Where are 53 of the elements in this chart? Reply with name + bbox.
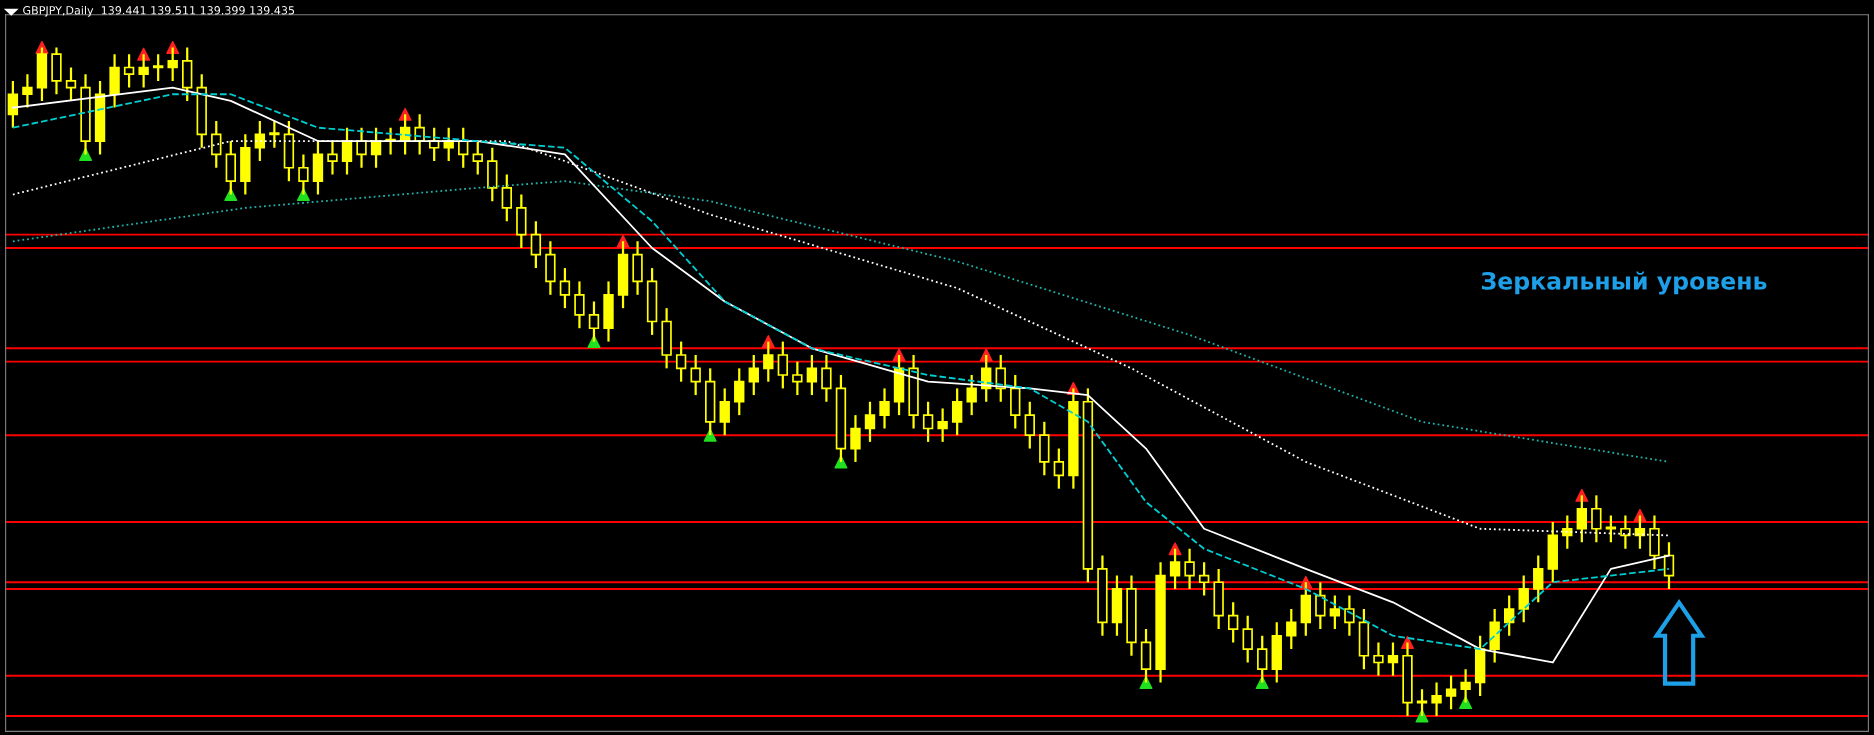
candlestick [966, 373, 977, 417]
candlestick [1024, 400, 1035, 450]
candlestick [1242, 614, 1253, 664]
candlestick [152, 53, 164, 82]
candlestick [1053, 447, 1065, 490]
candlestick [269, 119, 280, 149]
candlestick [211, 119, 222, 169]
candlestick [1198, 561, 1210, 597]
candlestick [472, 139, 483, 176]
candlestick [327, 139, 338, 176]
candlestick [1227, 601, 1239, 644]
candlestick [1533, 554, 1544, 604]
candlestick [1315, 581, 1326, 631]
candlestick [792, 360, 803, 397]
candlestick [1518, 574, 1529, 624]
candlestick [806, 353, 818, 397]
candlestick [922, 400, 934, 443]
candlestick [1286, 607, 1297, 651]
candlestick [501, 173, 513, 223]
candlestick [1503, 594, 1515, 637]
candlestick [734, 367, 745, 417]
candlestick [675, 340, 687, 383]
candlestick [1373, 641, 1384, 677]
candlestick [1445, 674, 1457, 711]
candlestick [1184, 547, 1195, 591]
candlestick [123, 53, 135, 89]
candlestick [1387, 641, 1399, 677]
candlestick [341, 126, 353, 176]
candlestick [574, 280, 585, 330]
candlestick [1329, 594, 1341, 631]
candlestick [879, 387, 890, 430]
candlestick [777, 340, 789, 390]
candlestick [719, 387, 730, 437]
candlestick [254, 119, 266, 163]
candlestick [356, 126, 367, 169]
candlestick [821, 353, 832, 403]
candlestick [7, 79, 19, 129]
candlestick [1431, 681, 1442, 718]
candlestick [1344, 594, 1355, 637]
chart-title: GBPJPY,Daily 139.441 139.511 139.399 139.435 [23, 5, 295, 17]
candlestick [1605, 514, 1617, 544]
candlestick [1591, 494, 1602, 544]
candlestick [559, 266, 571, 310]
candlestick [690, 353, 701, 397]
annotation: Зеркальный уровень [1482, 271, 1767, 295]
candlestick [951, 387, 963, 437]
candlestick [530, 220, 542, 270]
candlestick [22, 73, 33, 109]
candlestick [937, 407, 948, 443]
candlestick [850, 414, 861, 464]
candlestick [1620, 514, 1631, 550]
candlestick [864, 400, 876, 443]
candlestick [748, 353, 759, 397]
